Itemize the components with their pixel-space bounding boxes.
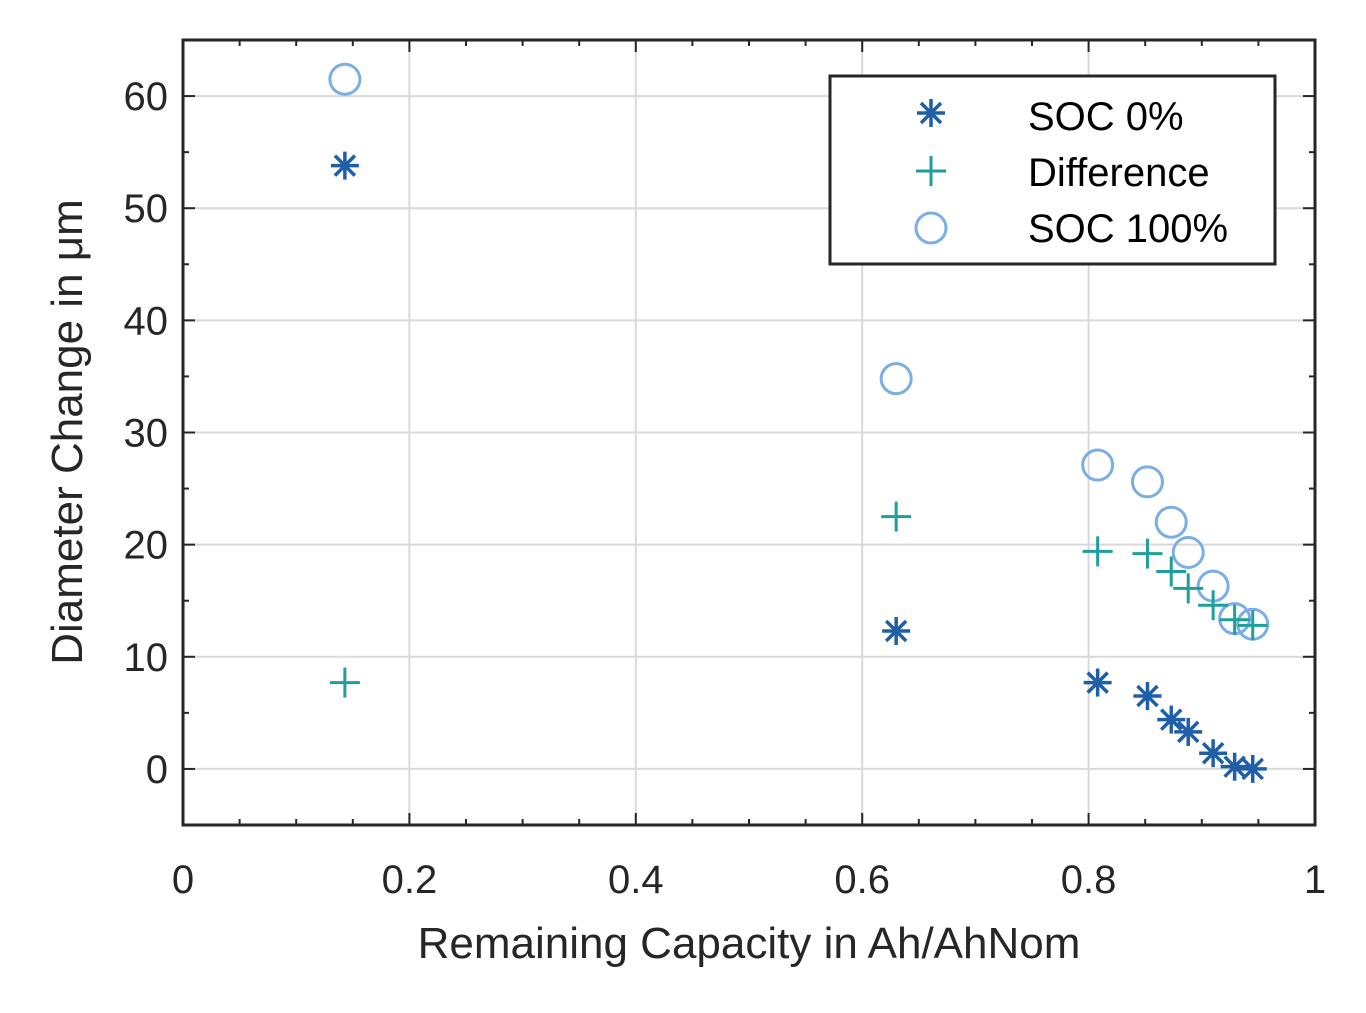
data-point-plus <box>1156 556 1187 587</box>
series-difference <box>329 501 1268 698</box>
x-tick-label: 0.4 <box>608 858 664 902</box>
data-point-asterisk <box>1157 705 1186 734</box>
marker-circle-shape <box>1171 535 1205 569</box>
x-tick-label: 1 <box>1304 858 1326 902</box>
marker-circle-shape <box>879 362 913 396</box>
legend-marker-difference <box>916 156 946 186</box>
legend-label-soc-0: SOC 0% <box>1028 95 1184 139</box>
data-point-plus <box>1132 538 1163 569</box>
data-point-plus <box>329 667 360 698</box>
data-point-plus <box>1082 536 1113 567</box>
data-point-asterisk <box>1083 668 1112 697</box>
data-point-asterisk <box>882 616 911 645</box>
x-tick-label: 0.2 <box>382 858 438 902</box>
marker-ast-d2 <box>1201 741 1225 765</box>
legend-box <box>828 74 1277 266</box>
y-tick-label: 20 <box>124 524 169 568</box>
legend-marker-soc-0 <box>917 99 945 127</box>
marker-circle-shape <box>914 211 948 245</box>
legend-marker-plus <box>916 156 946 186</box>
marker-ast-d2 <box>333 154 357 177</box>
x-axis-label: Remaining Capacity in Ah/AhNom <box>418 919 1081 968</box>
legend: SOC 0% Difference SOC 100% <box>828 74 1277 266</box>
y-tick-label: 10 <box>124 636 169 680</box>
x-tick-label: 0.6 <box>834 858 890 902</box>
marker-circle-shape <box>1154 505 1188 539</box>
series-soc-0- <box>330 151 1267 783</box>
marker-ast-d2 <box>884 619 908 643</box>
data-point-asterisk <box>1133 682 1162 711</box>
x-tick-label: 0.8 <box>1061 858 1117 902</box>
data-point-asterisk <box>1238 754 1267 783</box>
legend-marker-asterisk <box>917 99 945 127</box>
data-point-circle <box>1154 505 1188 539</box>
y-tick-label: 30 <box>124 412 169 456</box>
legend-label-soc-100: SOC 100% <box>1028 207 1228 251</box>
data-point-circle <box>1130 465 1164 499</box>
data-point-plus <box>881 501 912 532</box>
data-point-plus <box>1173 573 1204 604</box>
y-tick-label: 50 <box>124 187 169 231</box>
marker-circle-shape <box>328 62 362 96</box>
marker-ast-d2 <box>1159 708 1183 731</box>
data-point-circle <box>328 62 362 96</box>
data-point-plus <box>1237 610 1268 641</box>
marker-ast-d2 <box>1223 755 1246 778</box>
marker-circle-shape <box>1130 465 1164 499</box>
marker-ast-d2 <box>1136 684 1159 708</box>
data-point-asterisk <box>1220 752 1249 781</box>
y-axis-label: Diameter Change in μm <box>43 199 92 665</box>
data-point-plus <box>1198 590 1229 621</box>
data-point-asterisk <box>1199 739 1228 768</box>
x-tick-label: 0 <box>172 858 194 902</box>
data-point-plus <box>1219 604 1250 635</box>
marker-ast-d2 <box>1086 671 1109 694</box>
y-tick-label: 0 <box>146 748 168 792</box>
data-point-circle <box>1081 448 1115 482</box>
data-point-asterisk <box>330 151 359 180</box>
y-tick-label: 40 <box>124 299 169 343</box>
plot-area-border <box>181 38 1317 827</box>
legend-label-difference: Difference <box>1028 151 1210 195</box>
marker-ast-d2 <box>1176 720 1200 744</box>
data-points <box>328 62 1270 783</box>
legend-marker-circle <box>914 211 948 245</box>
marker-ast-d2 <box>919 101 943 125</box>
marker-ast-d2 <box>1241 757 1264 781</box>
data-point-asterisk <box>1174 717 1203 746</box>
y-tick-label: 60 <box>124 75 169 119</box>
data-point-circle <box>1171 535 1205 569</box>
marker-circle-shape <box>1081 448 1115 482</box>
legend-marker-soc-100 <box>914 211 948 245</box>
data-point-circle <box>879 362 913 396</box>
